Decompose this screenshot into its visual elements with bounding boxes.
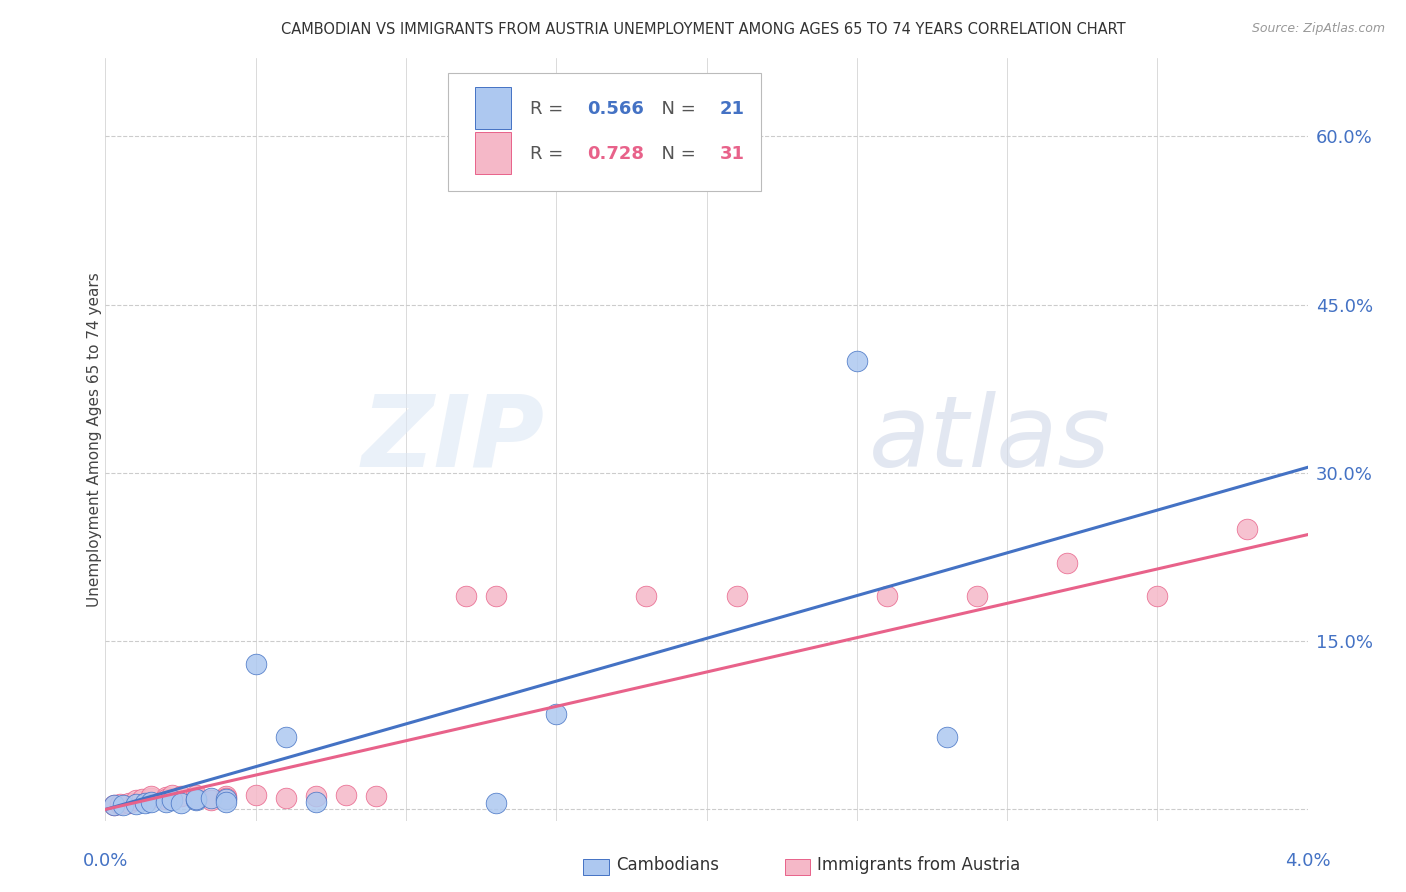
Point (485, 590, 508, 604)
Point (966, 590, 988, 604)
Point (591, 163, 613, 178)
Point (245, 788, 267, 802)
Point (546, 707, 568, 722)
Point (725, 590, 748, 604)
Point (214, 792, 236, 806)
Point (305, 789, 328, 803)
Point (636, 590, 658, 604)
Point (160, 788, 183, 802)
Point (1146, 590, 1168, 604)
Text: 0.566: 0.566 (588, 100, 644, 118)
Point (155, 790, 177, 805)
Point (200, 793, 222, 807)
Text: atlas: atlas (869, 391, 1111, 488)
Point (131, 792, 153, 806)
Point (214, 795, 236, 809)
Point (155, 792, 177, 806)
Point (214, 791, 236, 805)
Text: 4.0%: 4.0% (1285, 852, 1330, 870)
Point (103, 797, 125, 812)
Point (845, 353, 868, 368)
Point (124, 793, 146, 807)
Point (214, 789, 236, 803)
Text: R =: R = (530, 145, 569, 163)
Text: 31: 31 (720, 145, 745, 163)
Point (155, 795, 177, 809)
Point (876, 590, 898, 604)
FancyBboxPatch shape (449, 73, 761, 192)
Text: Cambodians: Cambodians (616, 856, 718, 874)
FancyBboxPatch shape (474, 133, 510, 175)
Text: N =: N = (650, 145, 702, 163)
Point (364, 789, 387, 803)
Point (936, 730, 959, 744)
Point (184, 792, 207, 806)
Point (160, 793, 183, 807)
Point (184, 788, 207, 802)
Point (103, 797, 125, 812)
Point (184, 792, 207, 806)
Point (110, 797, 132, 811)
Point (245, 657, 267, 671)
Point (1056, 556, 1078, 570)
Text: CAMBODIAN VS IMMIGRANTS FROM AUSTRIA UNEMPLOYMENT AMONG AGES 65 TO 74 YEARS CORR: CAMBODIAN VS IMMIGRANTS FROM AUSTRIA UNE… (281, 22, 1125, 37)
Text: Immigrants from Austria: Immigrants from Austria (817, 856, 1021, 874)
Point (184, 793, 207, 807)
Point (169, 796, 191, 810)
Point (305, 795, 328, 809)
Point (485, 796, 508, 810)
Text: ZIP: ZIP (361, 391, 544, 488)
Point (139, 795, 162, 809)
Point (1236, 522, 1258, 536)
Text: N =: N = (650, 100, 702, 118)
FancyBboxPatch shape (474, 87, 510, 129)
Text: 21: 21 (720, 100, 745, 118)
Text: R =: R = (530, 100, 569, 118)
Point (454, 590, 477, 604)
Point (169, 789, 191, 803)
Point (274, 730, 297, 744)
Point (139, 791, 162, 805)
Text: 0.728: 0.728 (588, 145, 644, 163)
Point (200, 791, 222, 805)
Point (112, 797, 135, 812)
Point (124, 797, 146, 811)
Point (118, 796, 141, 810)
Point (134, 796, 156, 810)
Text: Source: ZipAtlas.com: Source: ZipAtlas.com (1251, 22, 1385, 36)
Text: 0.0%: 0.0% (83, 852, 128, 870)
Point (184, 790, 207, 805)
Point (139, 789, 162, 803)
Y-axis label: Unemployment Among Ages 65 to 74 years: Unemployment Among Ages 65 to 74 years (87, 272, 101, 607)
Point (335, 788, 357, 802)
Point (274, 791, 297, 805)
